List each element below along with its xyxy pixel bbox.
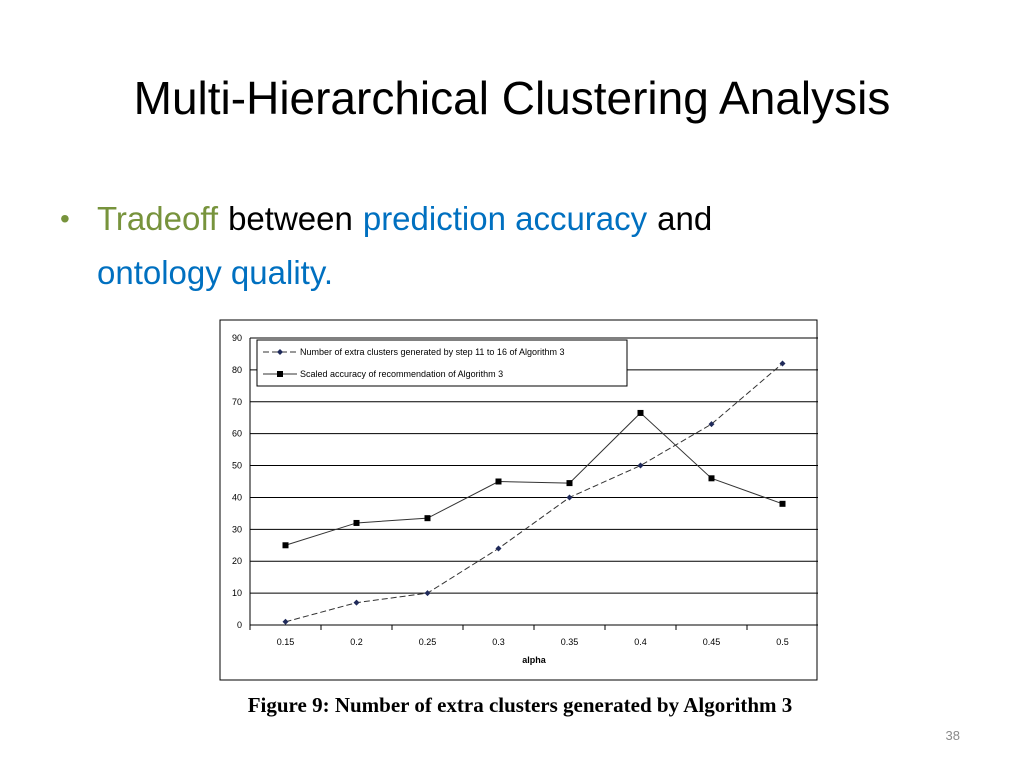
data-point	[353, 599, 360, 606]
legend-label: Scaled accuracy of recommendation of Alg…	[300, 369, 503, 379]
x-tick-label: 0.45	[703, 637, 721, 647]
y-tick-label: 60	[232, 429, 242, 439]
bullet-line: ontology quality.	[97, 254, 333, 291]
data-point	[779, 360, 786, 367]
slide-title: Multi-Hierarchical Clustering Analysis	[134, 72, 891, 124]
x-tick-label: 0.35	[561, 637, 579, 647]
series-line	[285, 363, 783, 623]
chart: 0 10 20 30 40 50 60 70 80 90 0.15 0.2 0.25 0.3 0.35 0.4…	[232, 333, 818, 665]
bullet-segment: prediction accuracy	[363, 200, 648, 237]
data-point	[637, 462, 644, 469]
data-point	[708, 475, 715, 482]
data-point	[282, 618, 289, 625]
legend-label: Number of extra clusters generated by st…	[300, 347, 564, 357]
bullet-segment: between	[228, 200, 353, 237]
bullet-dot: •	[60, 203, 70, 234]
y-tick-label: 20	[232, 556, 242, 566]
data-point	[495, 545, 502, 552]
data-point	[495, 478, 502, 485]
y-tick-label: 80	[232, 365, 242, 375]
bullet-segment: ontology quality.	[97, 254, 333, 291]
x-tick-label: 0.3	[492, 637, 505, 647]
y-tick-label: 90	[232, 333, 242, 343]
x-tick-label: 0.5	[776, 637, 789, 647]
data-point	[424, 590, 431, 597]
y-tick-label: 10	[232, 588, 242, 598]
bullet-segment: and	[657, 200, 712, 237]
data-point	[779, 500, 786, 507]
series-line	[285, 412, 783, 546]
legend-marker	[277, 349, 283, 355]
data-point	[566, 480, 573, 487]
data-point	[282, 542, 289, 549]
data-point	[424, 515, 431, 522]
y-tick-label: 30	[232, 524, 242, 534]
data-point	[566, 494, 573, 501]
data-point	[708, 421, 715, 428]
x-tick-label: 0.2	[350, 637, 363, 647]
x-tick-label: 0.25	[419, 637, 437, 647]
y-tick-label: 40	[232, 492, 242, 502]
bullet-segment: Tradeoff	[97, 200, 219, 237]
figure-caption: Figure 9: Number of extra clusters gener…	[248, 693, 793, 717]
bullet-line: Tradeoff between prediction accuracy and	[97, 200, 712, 237]
y-tick-label: 70	[232, 397, 242, 407]
y-tick-label: 50	[232, 461, 242, 471]
legend-marker	[277, 371, 283, 377]
x-axis-label: alpha	[522, 655, 547, 665]
data-point	[353, 519, 360, 526]
legend-box	[256, 339, 628, 387]
y-tick-label: 0	[237, 620, 242, 630]
x-tick-label: 0.4	[634, 637, 647, 647]
data-point	[637, 409, 644, 416]
page-number: 38	[946, 728, 960, 743]
x-tick-label: 0.15	[277, 637, 295, 647]
